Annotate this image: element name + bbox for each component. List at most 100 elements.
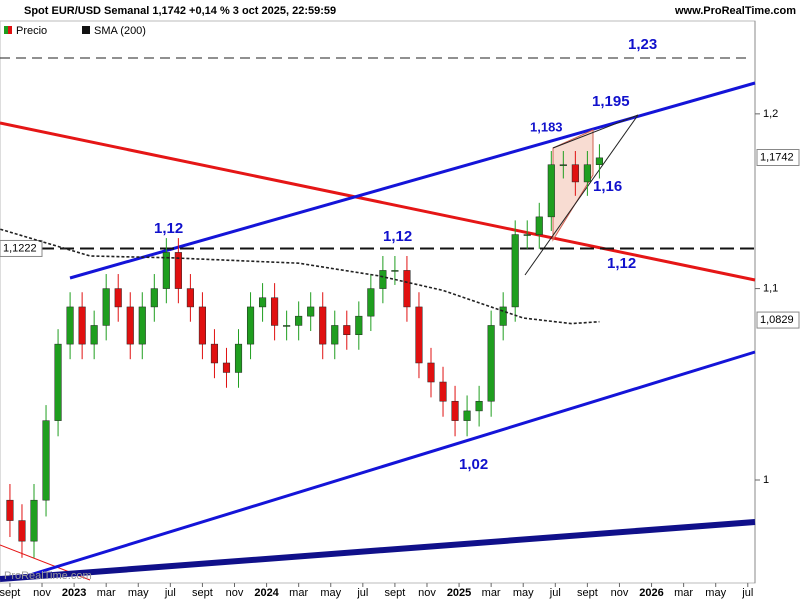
x-tick-label: jul	[164, 587, 176, 599]
annotation: 1,183	[530, 119, 563, 134]
candle-body	[234, 343, 243, 373]
x-tick-label: mar	[482, 587, 501, 599]
candle-body	[271, 297, 279, 326]
legend-swatch	[82, 26, 90, 34]
candle-body	[114, 288, 122, 308]
y-tick-label: 1,1	[763, 282, 778, 294]
candle-body	[222, 362, 231, 373]
legend-label: SMA (200)	[94, 25, 146, 37]
level-tag	[0, 239, 43, 257]
annotation: 1,12	[154, 220, 183, 237]
x-tick-label: 2025	[447, 587, 471, 599]
x-tick-label: sept	[192, 587, 213, 599]
candle-body	[90, 325, 98, 345]
candle-body	[403, 270, 411, 308]
candle-body	[186, 288, 194, 308]
price-tag	[756, 149, 800, 167]
candle-body	[439, 381, 447, 402]
candle-body	[18, 520, 26, 542]
candle-body	[391, 270, 399, 272]
candle-body	[198, 306, 206, 345]
candle-body	[102, 288, 110, 326]
candle-body	[475, 400, 483, 412]
candle-body	[355, 315, 363, 336]
candle-body	[547, 164, 555, 218]
legend-swatch	[8, 26, 12, 34]
candle-body	[535, 216, 543, 235]
x-tick-label: nov	[611, 587, 629, 599]
candle-body	[499, 306, 507, 326]
candle-body	[559, 164, 567, 166]
x-tick-label: nov	[226, 587, 244, 599]
x-tick-label: may	[705, 587, 726, 599]
candle-body	[138, 306, 146, 345]
candle-body	[78, 306, 86, 345]
candle-body	[523, 234, 531, 236]
x-tick-label: mar	[289, 587, 308, 599]
x-tick-label: mar	[674, 587, 693, 599]
trend-line	[0, 519, 756, 582]
candle-body	[343, 325, 351, 336]
x-tick-label: jul	[356, 587, 368, 599]
price-tag-label: 1,0829	[760, 314, 794, 326]
x-tick-label: 2023	[62, 587, 86, 599]
candle-body	[427, 362, 435, 383]
x-tick-label: 2026	[639, 587, 663, 599]
sma-line	[0, 228, 600, 325]
candle-body	[66, 306, 74, 345]
price-tag	[756, 311, 800, 329]
candle-body	[319, 306, 327, 345]
candle-body	[451, 400, 459, 421]
candle-body	[463, 410, 471, 421]
annotation: 1,12	[607, 255, 636, 272]
trend-line	[0, 121, 756, 282]
candle-body	[487, 325, 495, 402]
legend-swatch	[4, 26, 8, 34]
annotation: 1,12	[383, 228, 412, 245]
annotation: 1,16	[593, 178, 622, 195]
x-tick-label: sept	[577, 587, 598, 599]
candle-body	[583, 164, 591, 183]
x-tick-label: jul	[549, 587, 561, 599]
candle-body	[259, 297, 267, 308]
level-tag-label: 1,1222	[3, 242, 37, 254]
candle-body	[30, 499, 38, 542]
y-tick-label: 1,2	[763, 108, 778, 120]
candle-body	[379, 270, 387, 289]
candle-body	[595, 157, 603, 165]
x-tick-label: nov	[418, 587, 436, 599]
x-tick-label: 2024	[254, 587, 279, 599]
candle-body	[307, 306, 315, 317]
trend-line	[19, 350, 756, 580]
candle-body	[126, 306, 134, 345]
annotation: 1,02	[459, 456, 488, 473]
candle-body	[511, 234, 519, 308]
x-tick-label: mar	[97, 587, 116, 599]
candle-body	[174, 252, 182, 289]
price-tag-label: 1,1742	[760, 151, 794, 163]
trend-line	[69, 81, 756, 280]
x-tick-label: may	[513, 587, 534, 599]
header-title: Spot EUR/USD Semanal 1,1742 +0,14 % 3 oc…	[24, 5, 336, 17]
candle-body	[150, 288, 158, 308]
candle-body	[54, 343, 62, 421]
candle-body	[415, 306, 423, 364]
x-tick-label: may	[128, 587, 149, 599]
candle-body	[283, 325, 291, 327]
legend-label: Precio	[16, 25, 47, 37]
candle-body	[162, 252, 170, 289]
candle-body	[367, 288, 375, 317]
watermark: ProRealTime.com	[4, 570, 92, 582]
x-tick-label: may	[320, 587, 341, 599]
candle-body	[6, 499, 14, 521]
annotation: 1,195	[592, 93, 630, 110]
header-site: www.ProRealTime.com	[674, 5, 796, 17]
x-tick-label: nov	[33, 587, 51, 599]
candle-body	[42, 420, 50, 501]
candle-body	[331, 325, 339, 345]
x-tick-label: sept	[0, 587, 20, 599]
candle-body	[571, 164, 579, 183]
candle-body	[246, 306, 255, 345]
